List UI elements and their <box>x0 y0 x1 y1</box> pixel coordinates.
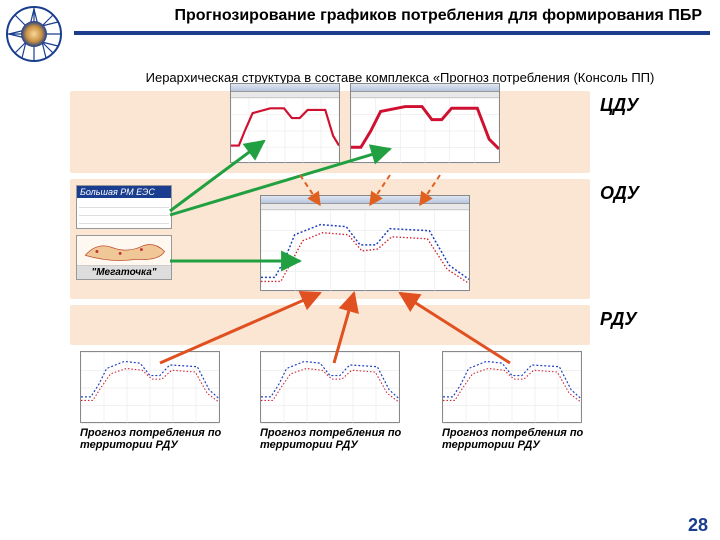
slide-number: 28 <box>688 515 708 536</box>
rdu-caption: Прогноз потребления по территории РДУ <box>442 427 592 451</box>
logo-icon <box>6 6 62 62</box>
tier-label: РДУ <box>600 309 637 330</box>
side-panel-rows <box>77 198 171 226</box>
page-title: Прогнозирование графиков потребления для… <box>74 6 710 25</box>
side-panel: Большая РМ ЕЭС <box>76 185 172 229</box>
mini-chart <box>260 351 400 423</box>
rdu-caption: Прогноз потребления по территории РДУ <box>80 427 230 451</box>
header: Прогнозирование графиков потребления для… <box>0 0 720 62</box>
title-block: Прогнозирование графиков потребления для… <box>74 6 710 35</box>
tier-band <box>70 305 590 345</box>
mini-chart <box>230 83 340 163</box>
tier-label: ОДУ <box>600 183 639 204</box>
tier-label: ЦДУ <box>600 95 638 116</box>
rdu-caption: Прогноз потребления по территории РДУ <box>260 427 410 451</box>
mini-chart <box>442 351 582 423</box>
title-rule <box>74 31 710 35</box>
side-panel-header: Большая РМ ЕЭС <box>77 186 171 198</box>
megapoint-label: "Мегаточка" <box>77 266 171 279</box>
hierarchy-diagram: ЦДУ ОДУ РДУ Большая РМ ЕЭС "Мегаточка" Прогно… <box>70 91 710 491</box>
megapoint-box: "Мегаточка" <box>76 235 172 280</box>
mini-chart <box>350 83 500 163</box>
mini-chart <box>260 195 470 291</box>
mini-chart <box>80 351 220 423</box>
megapoint-map <box>77 236 171 266</box>
